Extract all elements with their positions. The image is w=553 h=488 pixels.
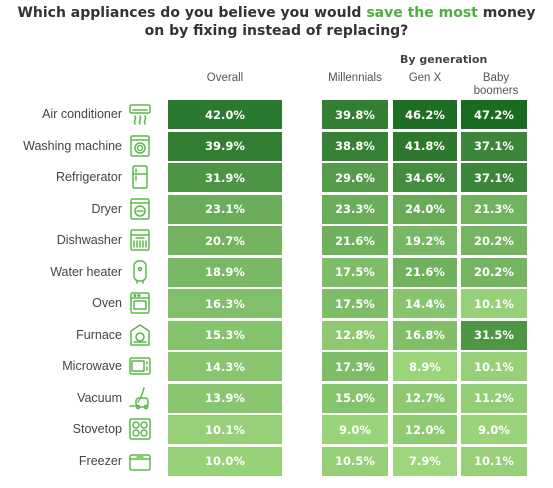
title-text-3: on by fixing instead of replacing?	[144, 23, 409, 39]
value-cell: 20.2%	[461, 226, 527, 255]
title-text-1: Which appliances do you believe you woul…	[17, 5, 367, 21]
value-cell: 21.6%	[393, 257, 457, 287]
value-cell: 13.9%	[168, 383, 282, 413]
value-cell: 41.8%	[393, 131, 457, 161]
value-cell: 10.1%	[461, 446, 527, 476]
value-cell: 47.2%	[461, 100, 527, 129]
row-label: Vacuum	[77, 390, 122, 405]
overall-header: Overall	[206, 72, 244, 84]
value-cell: 31.9%	[168, 163, 282, 192]
value-cell: 29.6%	[322, 163, 388, 192]
refrigerator-icon	[128, 165, 152, 189]
microwave-icon	[128, 354, 152, 378]
value-cell: 12.7%	[393, 383, 457, 413]
millennials-header: Millennials	[328, 72, 382, 84]
row-label: Freezer	[78, 453, 122, 468]
chart-title: Which appliances do you believe you woul…	[0, 4, 553, 40]
row-label: Refrigerator	[56, 170, 122, 184]
row-label: Oven	[92, 296, 122, 310]
boomers-header: Baby boomers	[460, 72, 532, 98]
value-cell: 10.1%	[168, 415, 282, 444]
value-cell: 10.1%	[461, 352, 527, 381]
value-cell: 37.1%	[461, 131, 527, 161]
furnace-icon	[128, 323, 152, 347]
value-cell: 9.0%	[461, 415, 527, 444]
washing-machine-icon	[128, 134, 152, 158]
value-cell: 20.2%	[461, 257, 527, 287]
dishwasher-icon	[128, 228, 152, 252]
vacuum-icon	[128, 386, 152, 410]
value-cell: 10.0%	[168, 446, 282, 476]
value-cell: 42.0%	[168, 100, 282, 129]
value-cell: 9.0%	[322, 415, 388, 444]
value-cell: 10.1%	[461, 289, 527, 318]
value-cell: 24.0%	[393, 194, 457, 224]
value-cell: 11.2%	[461, 383, 527, 413]
value-cell: 21.3%	[461, 194, 527, 224]
title-highlight: save the most	[366, 5, 478, 21]
value-cell: 46.2%	[393, 100, 457, 129]
value-cell: 8.9%	[393, 352, 457, 381]
value-cell: 15.3%	[168, 320, 282, 350]
value-cell: 31.5%	[461, 320, 527, 350]
value-cell: 37.1%	[461, 163, 527, 192]
freezer-icon	[128, 449, 152, 473]
value-cell: 16.8%	[393, 320, 457, 350]
value-cell: 14.3%	[168, 352, 282, 381]
value-cell: 12.8%	[322, 320, 388, 350]
by-generation-header: By generation	[400, 53, 488, 66]
value-cell: 39.8%	[322, 100, 388, 129]
value-cell: 15.0%	[322, 383, 388, 413]
value-cell: 17.5%	[322, 289, 388, 318]
value-cell: 17.3%	[322, 352, 388, 381]
dryer-icon	[128, 197, 152, 221]
row-label: Air conditioner	[42, 107, 122, 121]
boomers-header-line2: boomers	[473, 85, 519, 97]
title-text-2: money	[477, 5, 536, 21]
row-label: Washing machine	[23, 138, 122, 153]
row-label: Stovetop	[72, 422, 122, 436]
value-cell: 18.9%	[168, 257, 282, 287]
genx-header: Gen X	[408, 72, 442, 84]
value-cell: 17.5%	[322, 257, 388, 287]
stovetop-icon	[128, 417, 152, 441]
oven-icon	[128, 291, 152, 315]
boomers-header-line1: Baby	[482, 72, 510, 84]
value-cell: 23.1%	[168, 194, 282, 224]
value-cell: 12.0%	[393, 415, 457, 444]
value-cell: 21.6%	[322, 226, 388, 255]
value-cell: 39.9%	[168, 131, 282, 161]
row-label: Water heater	[50, 264, 122, 279]
row-label: Furnace	[76, 327, 122, 342]
value-cell: 38.8%	[322, 131, 388, 161]
row-label: Dishwasher	[56, 233, 122, 247]
row-label: Dryer	[91, 201, 122, 216]
row-label: Microwave	[62, 359, 122, 373]
air-conditioner-icon	[128, 102, 152, 126]
value-cell: 23.3%	[322, 194, 388, 224]
value-cell: 14.4%	[393, 289, 457, 318]
value-cell: 20.7%	[168, 226, 282, 255]
value-cell: 34.6%	[393, 163, 457, 192]
value-cell: 7.9%	[393, 446, 457, 476]
value-cell: 16.3%	[168, 289, 282, 318]
value-cell: 19.2%	[393, 226, 457, 255]
water-heater-icon	[128, 259, 152, 284]
value-cell: 10.5%	[322, 446, 388, 476]
